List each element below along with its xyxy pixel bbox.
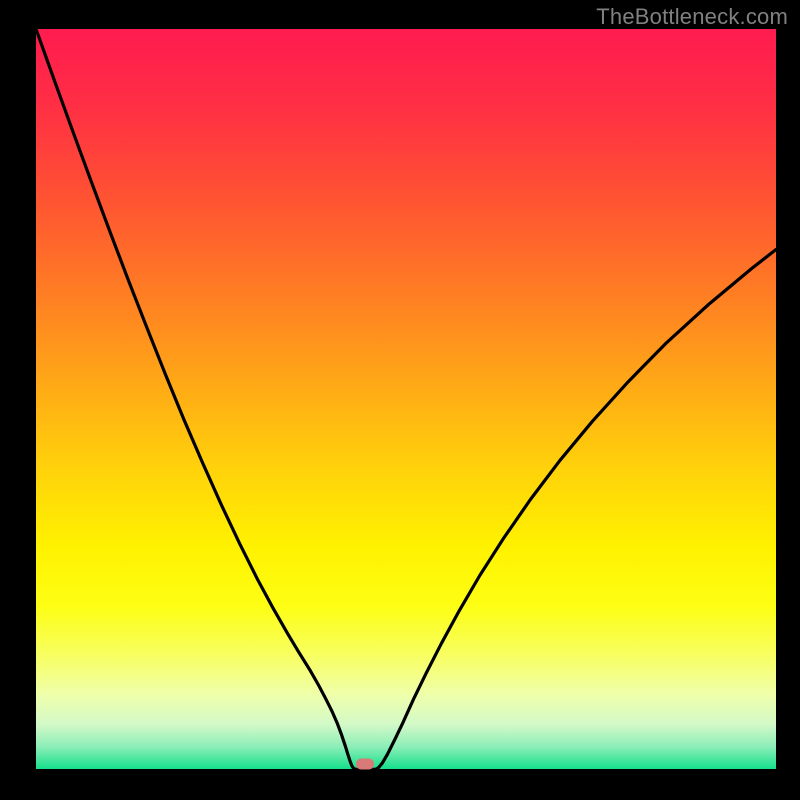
gradient-background bbox=[36, 29, 776, 769]
chart-stage: TheBottleneck.com bbox=[0, 0, 800, 800]
minimum-marker bbox=[356, 758, 374, 769]
curve-svg bbox=[36, 29, 776, 769]
plot-area bbox=[36, 29, 776, 769]
plot-frame bbox=[36, 29, 776, 769]
watermark-text: TheBottleneck.com bbox=[596, 4, 788, 30]
